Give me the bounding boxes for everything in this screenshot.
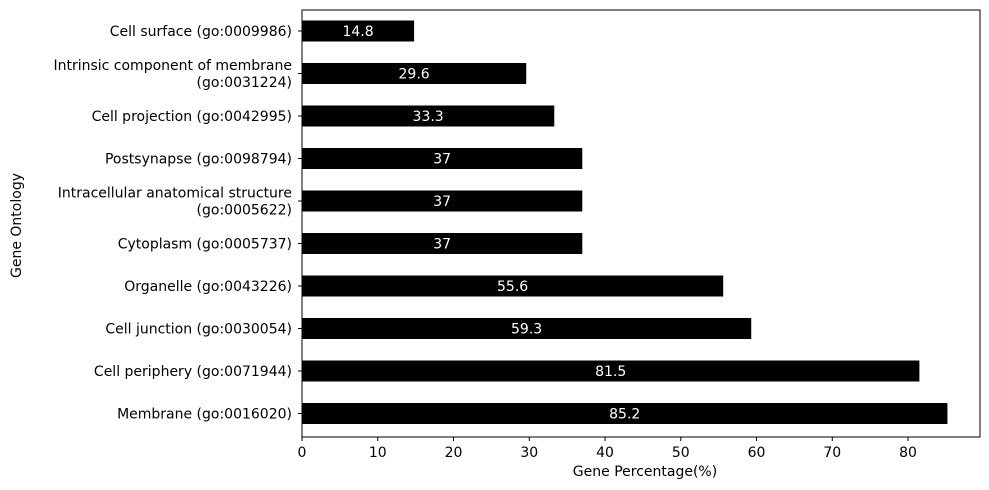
y-tick-label: Intrinsic component of membrane (go:00312… (53, 58, 292, 91)
bar-value-label: 14.8 (342, 24, 373, 40)
bar (302, 403, 948, 424)
bar-value-label: 33.3 (413, 109, 444, 125)
bars-layer (302, 20, 948, 424)
x-tick-label: 20 (445, 445, 463, 461)
bar-value-label: 37 (433, 152, 451, 168)
bar (302, 360, 920, 382)
y-tick-label: Membrane (go:0016020) (117, 407, 292, 423)
x-axis-ticks: 0 10 20 30 40 50 60 70 80 (298, 437, 917, 461)
y-axis-ticks: Cell surface (go:0009986) Intrinsic compo… (53, 24, 302, 423)
bar (302, 233, 583, 254)
bar (302, 190, 583, 212)
bar-value-label: 37 (433, 237, 451, 253)
y-tick-label: Organelle (go:0043226) (124, 279, 292, 295)
bar-labels-layer: 14.8 29.6 33.3 37 37 37 55.6 59.3 81.5 85.2 (342, 24, 640, 423)
x-tick-label: 60 (748, 445, 766, 461)
bar (302, 318, 752, 339)
bar-value-label: 85.2 (609, 407, 640, 423)
y-axis-label: Gene Ontology (9, 173, 25, 278)
y-tick-label: Cell projection (go:0042995) (92, 109, 292, 125)
x-axis-label: Gene Percentage(%) (573, 464, 717, 480)
y-tick-label: Cytoplasm (go:0005737) (118, 237, 292, 253)
bar-value-label: 81.5 (595, 364, 626, 380)
bar-value-label: 37 (433, 194, 451, 210)
y-tick-label: Cell junction (go:0030054) (105, 322, 292, 338)
x-tick-label: 80 (899, 445, 917, 461)
bar (302, 275, 724, 297)
plot-frame (301, 9, 981, 438)
bar (302, 148, 583, 169)
y-tick-label: Cell periphery (go:0071944) (94, 364, 292, 380)
y-tick-label: Postsynapse (go:0098794) (105, 152, 292, 168)
x-tick-label: 40 (596, 445, 614, 461)
bar (302, 20, 415, 42)
bar-value-label: 29.6 (399, 67, 430, 83)
bar-value-label: 55.6 (497, 279, 528, 295)
y-tick-label: Cell surface (go:0009986) (110, 24, 292, 40)
x-tick-label: 70 (823, 445, 841, 461)
bar (302, 63, 527, 84)
x-tick-label: 50 (672, 445, 690, 461)
y-tick-label: Intracellular anatomical structure (go:00… (58, 186, 292, 219)
bar-value-label: 59.3 (511, 322, 542, 338)
x-tick-label: 10 (369, 445, 387, 461)
x-tick-label: 0 (298, 445, 307, 461)
bar (302, 105, 555, 127)
x-tick-label: 30 (520, 445, 538, 461)
